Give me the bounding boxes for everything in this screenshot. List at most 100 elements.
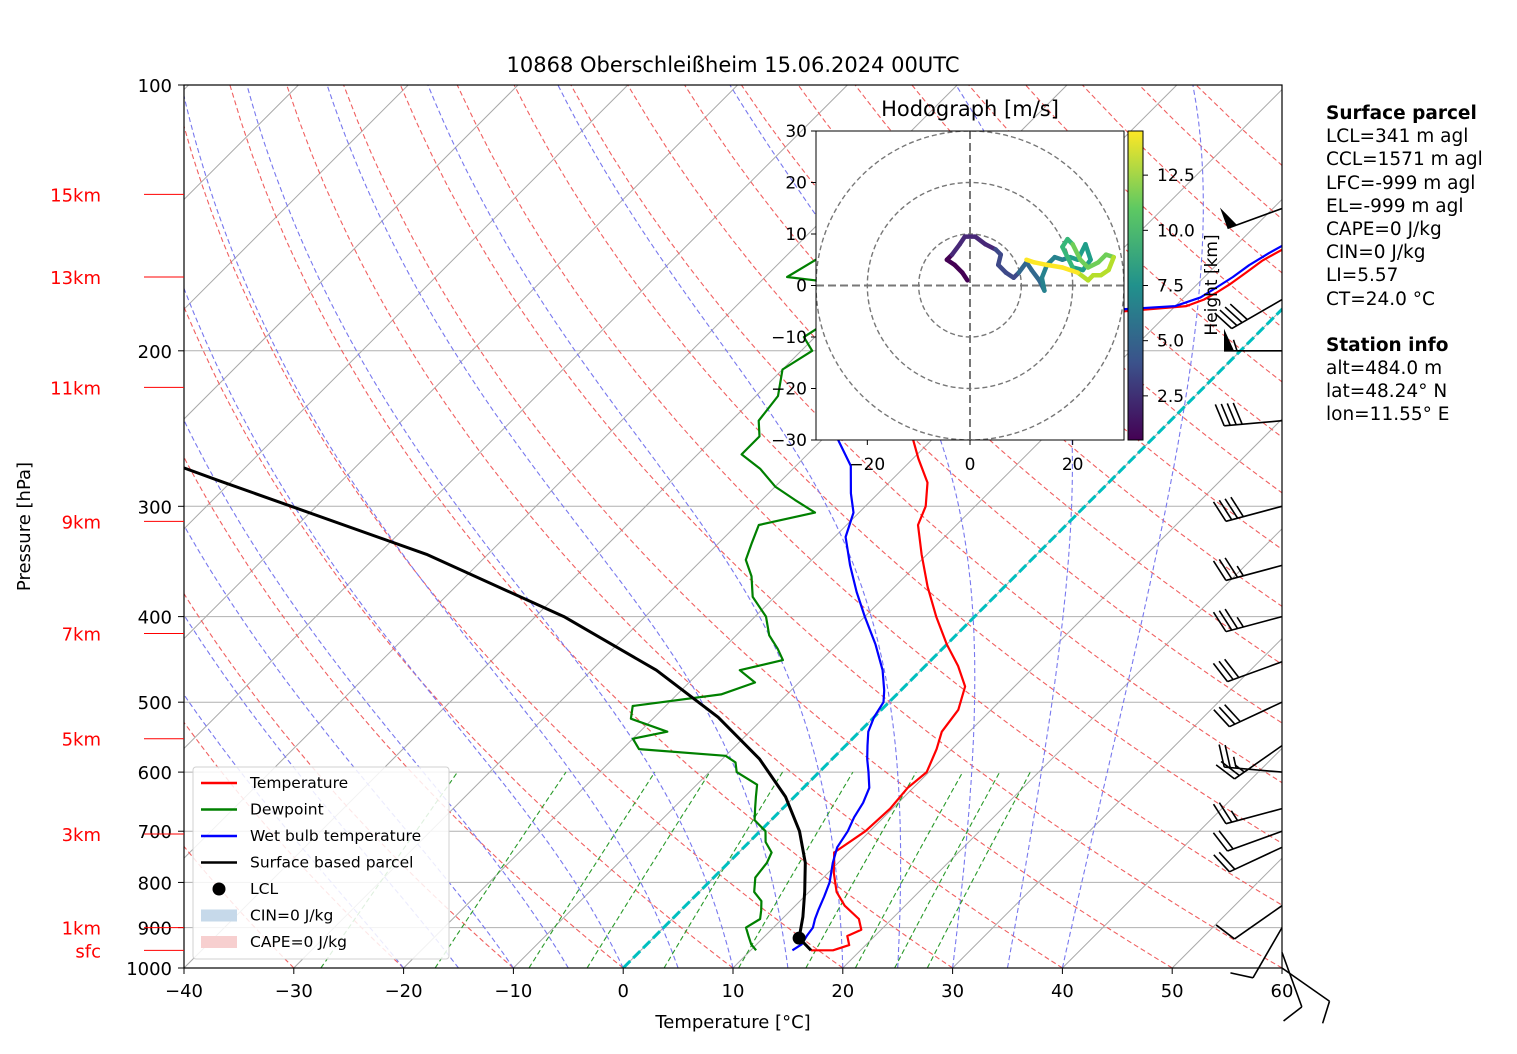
barb-staff [1252, 927, 1283, 979]
barb-feather [1215, 764, 1235, 780]
barb-feather [1230, 810, 1239, 821]
barb-feather [1214, 404, 1225, 427]
moist-adiabat [184, 93, 679, 968]
height-label: 15km [50, 185, 101, 206]
barb-staff [1227, 661, 1283, 683]
station-info-line: lon=11.55° E [1326, 404, 1450, 426]
barb-staff [1225, 615, 1283, 633]
barb-feather [1219, 309, 1238, 327]
dewpoint-line [629, 193, 926, 951]
mixing-ratio-line [854, 771, 964, 968]
x-tick-label: −30 [275, 981, 313, 1002]
sounding-traces [184, 193, 1282, 952]
x-tick-label: 30 [941, 981, 964, 1002]
mixing-ratio-line [663, 771, 784, 968]
isotherm-line [952, 637, 1282, 968]
legend-label: Dewpoint [250, 801, 324, 819]
barb-feather [1321, 1001, 1331, 1024]
hodograph-title: Hodograph [m/s] [881, 97, 1059, 121]
hodograph-segment [1039, 262, 1050, 281]
barb-feather [1212, 501, 1227, 522]
legend-swatch [201, 909, 237, 922]
barb-staff [1281, 967, 1330, 1002]
wind-barb [1218, 744, 1283, 773]
isotherm-line [184, 85, 738, 640]
dry-adiabat [456, 85, 1282, 906]
moist-adiabat [427, 85, 844, 968]
wind-barb [1212, 608, 1283, 633]
mixing-ratio-line [528, 771, 656, 968]
barb-feather [1229, 303, 1248, 321]
height-label: 13km [50, 268, 101, 289]
isotherm-line [513, 198, 1282, 968]
x-tick-label: 10 [722, 981, 745, 1002]
y-tick-label: 200 [138, 342, 172, 363]
dry-adiabat [229, 85, 953, 968]
surface-parcel-line: CCL=1571 m agl [1326, 149, 1483, 171]
barb-feather [1232, 339, 1238, 352]
wind-barb [1213, 846, 1283, 873]
legend-swatch [201, 936, 237, 948]
barb-feather [1218, 610, 1233, 631]
barb-feather [1230, 496, 1245, 518]
mixing-ratio-line [586, 771, 711, 968]
y-tick-label: 300 [138, 497, 172, 518]
hodograph-segment [1044, 262, 1065, 270]
barb-feather [1218, 559, 1233, 580]
hodograph-x-tick-label: 20 [1062, 455, 1084, 475]
mixing-ratio-line [926, 771, 1031, 968]
y-tick-label: 1000 [126, 959, 172, 980]
legend-label: Wet bulb temperature [250, 827, 421, 845]
y-tick-label: 400 [138, 608, 172, 629]
barb-feather [1212, 832, 1229, 852]
barb-feather [1212, 560, 1227, 581]
barb-feather [1224, 658, 1240, 679]
surface-parcel-heading: Surface parcel [1326, 103, 1477, 124]
hodograph-background [816, 131, 1124, 440]
y-tick-label: 800 [138, 873, 172, 894]
barb-feather [1224, 306, 1243, 324]
barb-feather [1213, 709, 1231, 728]
barb-staff [1225, 564, 1283, 582]
wind-barb [1230, 927, 1283, 979]
barb-feather [1212, 803, 1227, 825]
isotherm-line [842, 528, 1282, 968]
colorbar-tick-label: 12.5 [1157, 166, 1195, 186]
mixing-ratio-line [434, 771, 567, 968]
barb-feather [1224, 557, 1239, 578]
surface-parcel-line: CT=24.0 °C [1326, 288, 1435, 310]
surface-parcel-line: CAPE=0 J/kg [1326, 219, 1442, 241]
height-label: 11km [50, 378, 101, 399]
isotherm-line [184, 85, 629, 530]
x-tick-label: 40 [1051, 981, 1074, 1002]
isotherm-line [184, 85, 409, 310]
colorbar [1127, 130, 1144, 441]
surface-parcel-line: LI=5.57 [1326, 265, 1399, 287]
dry-adiabat [184, 124, 844, 968]
hodograph-segment [1024, 257, 1037, 265]
legend-label: CIN=0 J/kg [250, 907, 333, 925]
y-tick-label: 600 [138, 763, 172, 784]
moist-adiabat [557, 85, 902, 968]
wind-barb [1212, 658, 1283, 683]
wind-barbs [1212, 207, 1331, 1024]
barb-feather [1236, 565, 1245, 577]
barb-feather [1224, 744, 1231, 768]
hodograph-plot [816, 131, 1124, 440]
hodograph-y-tick-label: −20 [771, 380, 807, 400]
wind-barb [1281, 952, 1303, 1022]
isotherm-line [184, 85, 519, 420]
barb-staff [1229, 701, 1283, 728]
surface-parcel-line: EL=-999 m agl [1326, 195, 1464, 217]
surface-parcel-line: CIN=0 J/kg [1326, 242, 1426, 264]
barb-feather [1218, 660, 1234, 681]
barb-feather [1224, 608, 1239, 629]
barb-staff [1231, 298, 1283, 330]
x-tick-label: −20 [385, 981, 423, 1002]
isotherm-line [184, 85, 848, 750]
hodograph: Hodograph [m/s] −30 −20 −10 0 10 20 30 −20 0 20 2.5… [771, 97, 1222, 475]
barb-feather [1214, 312, 1233, 330]
legend: Temperature Dewpoint Wet bulb temperature S… [192, 766, 450, 960]
